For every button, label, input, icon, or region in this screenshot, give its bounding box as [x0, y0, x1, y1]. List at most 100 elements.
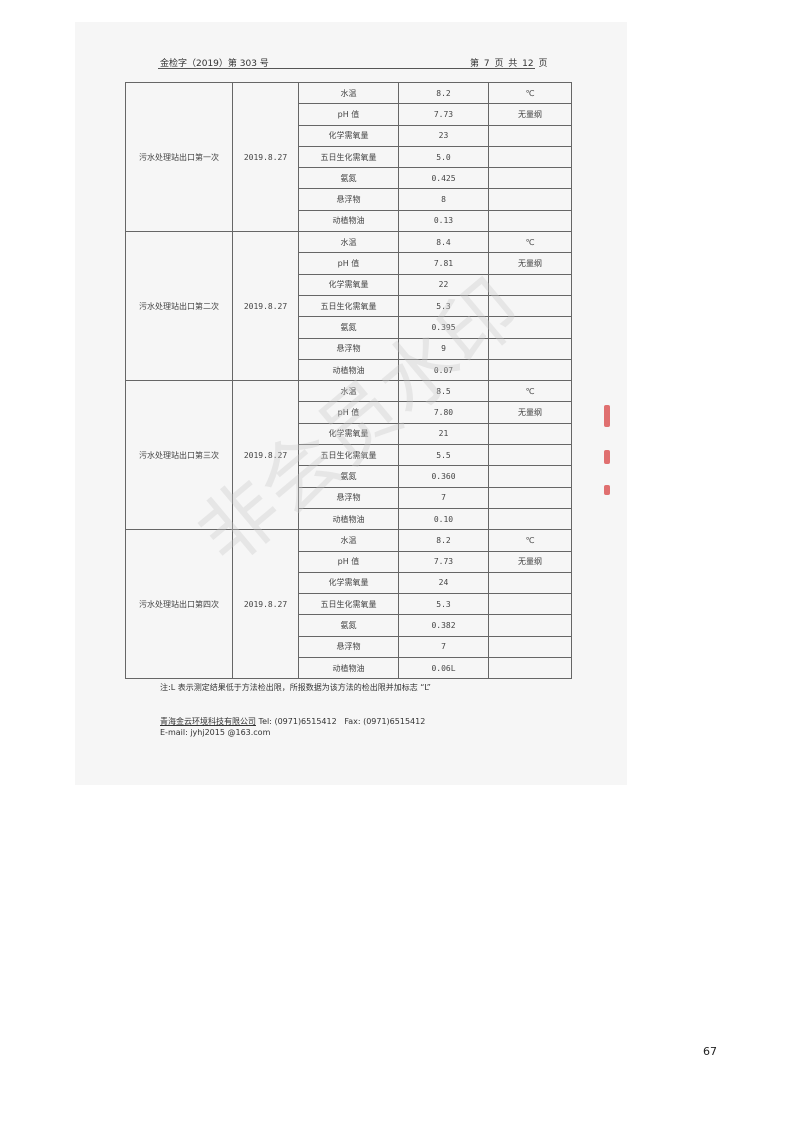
parameter-value: 0.425 — [398, 167, 489, 190]
fax: Fax: (0971)6515412 — [344, 717, 426, 726]
parameter-value: 24 — [398, 571, 489, 595]
parameter-unit: ℃ — [488, 529, 572, 552]
parameter-name: 悬浮物 — [298, 486, 399, 509]
parameter-unit — [488, 124, 572, 147]
parameter-name: 化学需氧量 — [298, 571, 399, 595]
parameter-value: 8.5 — [398, 380, 489, 403]
sampling-location: 污水处理站出口第二次 — [125, 231, 233, 382]
parameter-name: pH 值 — [298, 252, 399, 275]
parameter-unit — [488, 507, 572, 531]
parameter-unit: 无量纲 — [488, 401, 572, 424]
parameter-value: 22 — [398, 273, 489, 296]
table-row: 氨氮 0.395 — [126, 316, 572, 339]
table-row: 氨氮 0.360 — [126, 465, 572, 488]
parameter-name: 悬浮物 — [298, 635, 399, 659]
parameter-name: pH 值 — [298, 550, 399, 573]
parameter-unit — [488, 635, 572, 659]
table-row: 五日生化需氧量 5.0 — [126, 145, 572, 169]
parameter-value: 7.73 — [398, 103, 489, 126]
table-row: 五日生化需氧量 5.3 — [126, 593, 572, 616]
parameter-value: 0.06L — [398, 657, 489, 680]
parameter-value: 0.10 — [398, 507, 489, 531]
parameter-value: 5.5 — [398, 444, 489, 467]
table-row: 污水处理站出口第一次 2019.8.27 水温 8.2 ℃ — [125, 81, 572, 233]
seal-stamp-fragment — [604, 485, 610, 495]
parameter-unit: ℃ — [488, 231, 572, 254]
parameter-value: 5.0 — [398, 145, 489, 169]
parameter-unit — [488, 294, 572, 318]
parameter-name: 氨氮 — [298, 316, 399, 339]
parameter-value: 8.4 — [398, 231, 489, 254]
sampling-location: 污水处理站出口第四次 — [125, 529, 233, 680]
parameter-value: 0.395 — [398, 316, 489, 339]
parameter-value: 0.07 — [398, 358, 489, 382]
parameter-value: 7 — [398, 635, 489, 659]
parameter-unit: 无量纲 — [488, 252, 572, 275]
parameter-unit — [488, 593, 572, 616]
parameter-unit — [488, 486, 572, 509]
parameter-name: 五日生化需氧量 — [298, 444, 399, 467]
parameter-unit — [488, 273, 572, 296]
parameter-value: 7 — [398, 486, 489, 509]
company-name: 青海金云环境科技有限公司 — [160, 717, 256, 726]
parameter-name: 化学需氧量 — [298, 124, 399, 147]
parameter-unit: ℃ — [488, 380, 572, 403]
sampling-date: 2019.8.27 — [232, 231, 299, 382]
parameter-unit — [488, 614, 572, 637]
parameter-unit — [488, 422, 572, 446]
parameter-name: 化学需氧量 — [298, 273, 399, 296]
parameter-unit — [488, 465, 572, 488]
table-row: 污水处理站出口第四次 2019.8.27 水温 8.2 ℃ — [125, 529, 572, 680]
table-row: 五日生化需氧量 5.3 — [126, 294, 572, 318]
parameter-name: pH 值 — [298, 103, 399, 126]
parameter-name: 动植物油 — [298, 507, 399, 531]
parameter-name: 氨氮 — [298, 167, 399, 190]
email: E-mail: jyhj2015 @163.com — [160, 728, 271, 737]
results-table: 污水处理站出口第一次 2019.8.27 水温 8.2 ℃ pH 值 7.73 无量纲 化学需氧… — [125, 81, 572, 680]
parameter-unit — [488, 444, 572, 467]
parameter-name: 水温 — [298, 529, 399, 552]
parameter-name: 五日生化需氧量 — [298, 593, 399, 616]
seal-stamp-fragment — [604, 450, 610, 464]
parameter-unit: 无量纲 — [488, 103, 572, 126]
parameter-unit — [488, 188, 572, 211]
table-row: 动植物油 0.06L — [126, 657, 572, 680]
parameter-name: 悬浮物 — [298, 337, 399, 360]
sampling-location: 污水处理站出口第一次 — [125, 81, 233, 233]
parameter-unit: 无量纲 — [488, 550, 572, 573]
parameter-unit — [488, 167, 572, 190]
parameter-value: 9 — [398, 337, 489, 360]
table-row: 动植物油 0.13 — [126, 209, 572, 233]
parameter-name: 悬浮物 — [298, 188, 399, 211]
parameter-name: pH 值 — [298, 401, 399, 424]
parameter-unit — [488, 145, 572, 169]
parameter-value: 7.73 — [398, 550, 489, 573]
table-row: pH 值 7.81 无量纲 — [126, 252, 572, 275]
table-row: 污水处理站出口第二次 2019.8.27 水温 8.4 ℃ — [125, 231, 572, 382]
table-row: pH 值 7.73 无量纲 — [126, 550, 572, 573]
parameter-name: 动植物油 — [298, 209, 399, 233]
parameter-unit — [488, 337, 572, 360]
parameter-value: 8 — [398, 188, 489, 211]
table-row: 悬浮物 7 — [126, 486, 572, 509]
parameter-unit: ℃ — [488, 81, 572, 105]
parameter-value: 23 — [398, 124, 489, 147]
table-row: 化学需氧量 24 — [126, 571, 572, 595]
parameter-name: 水温 — [298, 231, 399, 254]
parameter-unit — [488, 209, 572, 233]
table-row: 动植物油 0.07 — [126, 358, 572, 382]
table-row: 污水处理站出口第三次 2019.8.27 水温 8.5 ℃ — [125, 380, 572, 531]
table-row: 化学需氧量 22 — [126, 273, 572, 296]
parameter-unit — [488, 316, 572, 339]
parameter-value: 5.3 — [398, 593, 489, 616]
parameter-name: 五日生化需氧量 — [298, 145, 399, 169]
parameter-name: 化学需氧量 — [298, 422, 399, 446]
table-row: pH 值 7.80 无量纲 — [126, 401, 572, 424]
table-row: 动植物油 0.10 — [126, 507, 572, 531]
company-contact: 青海金云环境科技有限公司 Tel: (0971)6515412 Fax: (09… — [160, 716, 425, 727]
table-row: 化学需氧量 23 — [126, 124, 572, 147]
parameter-name: 氨氮 — [298, 465, 399, 488]
sampling-date: 2019.8.27 — [232, 81, 299, 233]
parameter-value: 0.13 — [398, 209, 489, 233]
page-number: 67 — [703, 1045, 717, 1058]
